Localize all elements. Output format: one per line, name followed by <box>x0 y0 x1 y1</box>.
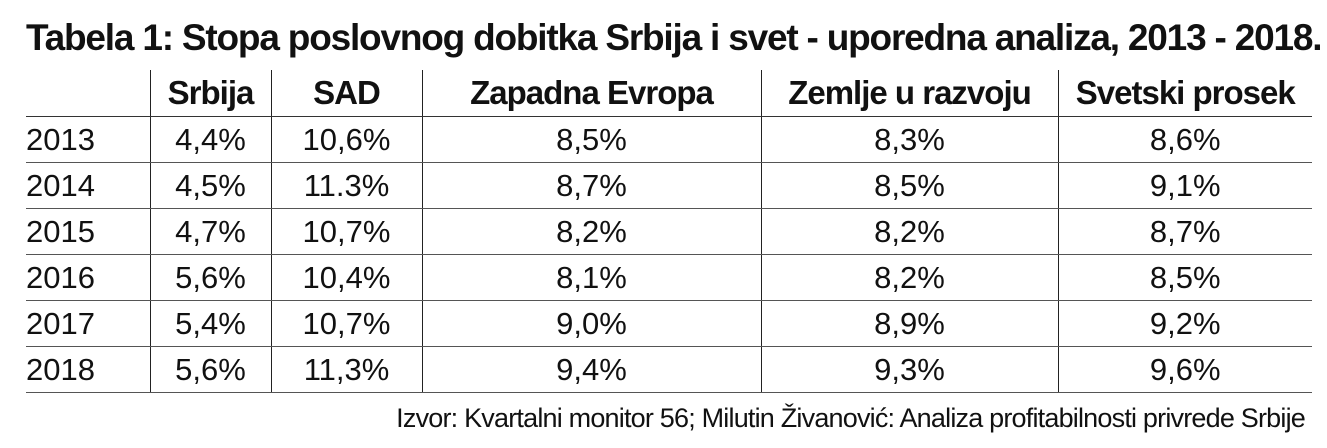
row-year: 2017 <box>26 300 150 347</box>
cell-svetski-prosek: 8,7% <box>1057 208 1312 255</box>
cell-zemlje-u-razvoju: 9,3% <box>760 346 1058 393</box>
source-note: Izvor: Kvartalni monitor 56; Milutin Živ… <box>396 403 1306 433</box>
cell-srbija: 5,6% <box>149 254 271 301</box>
cell-srbija: 4,7% <box>149 208 271 255</box>
table-row: 2016 5,6% 10,4% 8,1% 8,2% 8,5% <box>26 254 1312 301</box>
table-title: Tabela 1: Stopa poslovnog dobitka Srbija… <box>26 17 1323 58</box>
cell-zapadna-evropa: 8,5% <box>421 116 761 163</box>
header-cell-zemlje-u-razvoju: Zemlje u razvoju <box>760 70 1058 117</box>
row-year: 2015 <box>26 208 150 255</box>
cell-zemlje-u-razvoju: 8,2% <box>760 208 1058 255</box>
cell-zapadna-evropa: 8,7% <box>421 162 761 209</box>
cell-svetski-prosek: 8,5% <box>1057 254 1312 301</box>
cell-sad: 10,7% <box>270 208 422 255</box>
cell-svetski-prosek: 9,2% <box>1057 300 1312 347</box>
cell-zemlje-u-razvoju: 8,3% <box>760 116 1058 163</box>
cell-srbija: 5,4% <box>149 300 271 347</box>
header-cell-svetski-prosek: Svetski prosek <box>1057 70 1312 117</box>
cell-svetski-prosek: 8,6% <box>1057 116 1312 163</box>
cell-sad: 11.3% <box>270 162 422 209</box>
header-cell-srbija: Srbija <box>149 70 271 117</box>
cell-svetski-prosek: 9,1% <box>1057 162 1312 209</box>
cell-srbija: 4,4% <box>149 116 271 163</box>
cell-zapadna-evropa: 9,0% <box>421 300 761 347</box>
row-year: 2013 <box>26 116 150 163</box>
row-year: 2016 <box>26 254 150 301</box>
header-cell-year <box>26 70 150 117</box>
cell-zemlje-u-razvoju: 8,2% <box>760 254 1058 301</box>
row-year: 2018 <box>26 346 150 393</box>
cell-svetski-prosek: 9,6% <box>1057 346 1312 393</box>
table-row: 2015 4,7% 10,7% 8,2% 8,2% 8,7% <box>26 208 1312 255</box>
table-row: 2018 5,6% 11,3% 9,4% 9,3% 9,6% <box>26 346 1312 393</box>
cell-sad: 10,7% <box>270 300 422 347</box>
cell-zemlje-u-razvoju: 8,9% <box>760 300 1058 347</box>
cell-zapadna-evropa: 8,1% <box>421 254 761 301</box>
row-year: 2014 <box>26 162 150 209</box>
cell-srbija: 4,5% <box>149 162 271 209</box>
header-cell-sad: SAD <box>270 70 422 117</box>
cell-sad: 10,6% <box>270 116 422 163</box>
cell-srbija: 5,6% <box>149 346 271 393</box>
table-row: 2014 4,5% 11.3% 8,7% 8,5% 9,1% <box>26 162 1312 209</box>
cell-zapadna-evropa: 8,2% <box>421 208 761 255</box>
table-row: 2017 5,4% 10,7% 9,0% 8,9% 9,2% <box>26 300 1312 347</box>
data-table: Srbija SAD Zapadna Evropa Zemlje u razvo… <box>26 70 1312 393</box>
cell-zemlje-u-razvoju: 8,5% <box>760 162 1058 209</box>
header-cell-zapadna-evropa: Zapadna Evropa <box>421 70 761 117</box>
cell-sad: 11,3% <box>270 346 422 393</box>
table-row: 2013 4,4% 10,6% 8,5% 8,3% 8,6% <box>26 116 1312 163</box>
cell-sad: 10,4% <box>270 254 422 301</box>
cell-zapadna-evropa: 9,4% <box>421 346 761 393</box>
header-row: Srbija SAD Zapadna Evropa Zemlje u razvo… <box>26 70 1312 117</box>
